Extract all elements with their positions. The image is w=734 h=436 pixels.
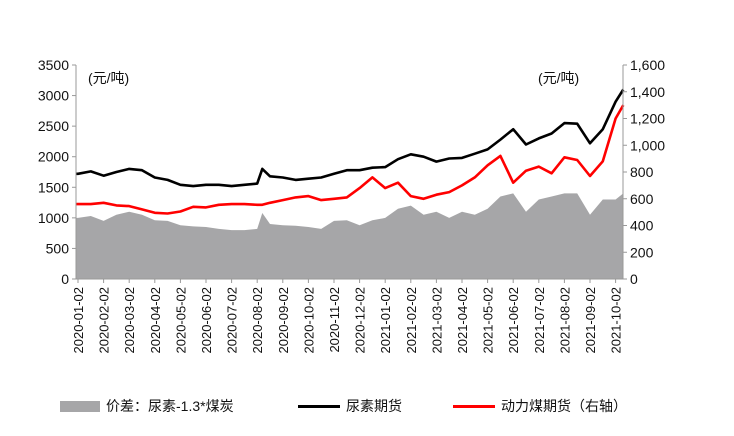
left-unit-label: (元/吨) (88, 70, 129, 86)
right-tick-label: 1,600 (630, 57, 665, 73)
left-tick-label: 3500 (38, 57, 69, 73)
left-tick-label: 500 (46, 240, 70, 256)
x-tick-label: 2021-10-02 (609, 287, 624, 354)
legend-label-spread: 价差：尿素-1.3*煤炭 (106, 398, 234, 414)
right-tick-label: 1,400 (630, 84, 665, 100)
left-tick-label: 2000 (38, 149, 69, 165)
left-tick-label: 1000 (38, 210, 69, 226)
legend-swatch-coal (453, 404, 495, 408)
x-tick-label: 2020-04-02 (148, 287, 163, 354)
right-unit-label: (元/吨) (538, 70, 579, 86)
left-tick-label: 2500 (38, 118, 69, 134)
x-tick-label: 2021-07-02 (532, 287, 547, 354)
x-tick-label: 2020-03-02 (122, 287, 137, 354)
x-tick-label: 2020-08-02 (250, 287, 265, 354)
legend-label-urea: 尿素期货 (346, 398, 402, 414)
right-tick-label: 400 (630, 218, 654, 234)
right-tick-label: 600 (630, 191, 654, 207)
x-tick-label: 2020-06-02 (199, 287, 214, 354)
right-tick-label: 200 (630, 244, 654, 260)
left-tick-label: 1500 (38, 179, 69, 195)
x-tick-label: 2021-05-02 (481, 287, 496, 354)
x-tick-label: 2021-08-02 (557, 287, 572, 354)
right-tick-label: 1,000 (630, 137, 665, 153)
x-tick-label: 2020-05-02 (173, 287, 188, 354)
legend-label-coal: 动力煤期货（右轴） (501, 398, 627, 414)
series-line-urea (76, 88, 625, 188)
right-tick-label: 1,200 (630, 111, 665, 127)
x-tick-label: 2021-01-02 (378, 287, 393, 354)
legend-item-spread: 价差：尿素-1.3*煤炭 (60, 396, 234, 416)
legend-item-coal: 动力煤期货（右轴） (453, 396, 627, 416)
x-tick-label: 2020-11-02 (327, 287, 342, 353)
x-tick-label: 2021-09-02 (583, 287, 598, 354)
x-tick-label: 2020-10-02 (301, 287, 316, 354)
x-tick-label: 2021-02-02 (404, 287, 419, 354)
left-tick-label: 0 (61, 271, 69, 287)
right-tick-label: 0 (630, 271, 638, 287)
x-tick-label: 2020-01-02 (71, 287, 86, 354)
x-tick-label: 2021-03-02 (429, 287, 444, 354)
right-tick-label: 800 (630, 164, 654, 180)
x-tick-label: 2020-09-02 (276, 287, 291, 354)
x-tick-label: 2020-07-02 (225, 287, 240, 354)
legend-swatch-spread (60, 400, 100, 412)
x-tick-label: 2020-12-02 (353, 287, 368, 354)
legend-item-urea: 尿素期货 (298, 396, 402, 416)
x-tick-label: 2021-04-02 (455, 287, 470, 354)
series-line-coal (76, 104, 625, 215)
legend-swatch-urea (298, 404, 340, 408)
series-area-spread (76, 193, 624, 279)
x-tick-label: 2020-02-02 (97, 287, 112, 354)
left-tick-label: 3000 (38, 88, 69, 104)
x-tick-label: 2021-06-02 (506, 287, 521, 354)
